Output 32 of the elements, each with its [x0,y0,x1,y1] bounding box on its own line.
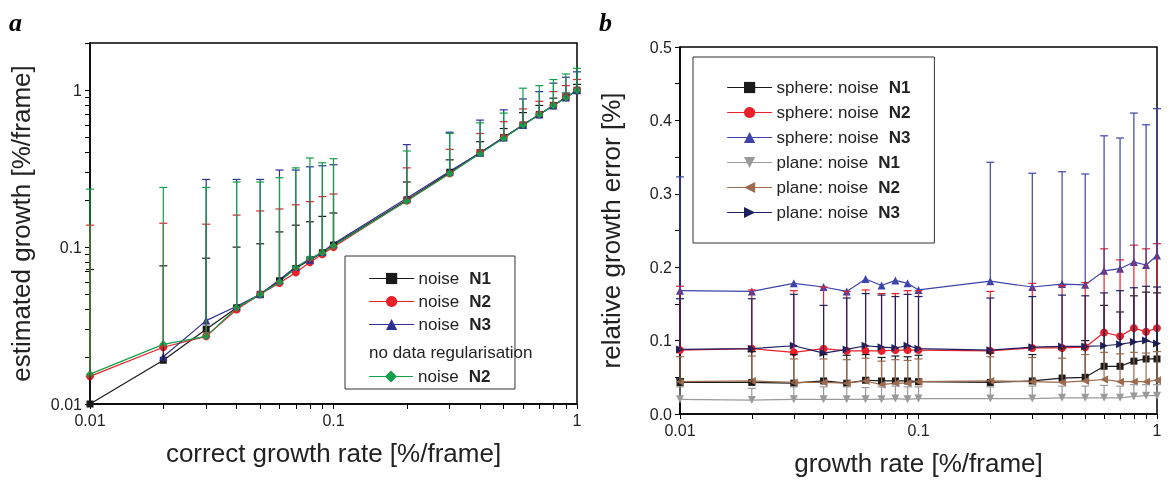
legend-label: sphere: noise N1 [776,78,911,97]
y-axis-title: relative growth error [%] [596,92,626,369]
y-tick-label: 0.1 [59,238,83,256]
legend-label: plane: noise N3 [776,203,901,222]
x-tick-label: 0.1 [907,421,930,439]
y-tick-label: 0.4 [649,111,673,129]
legend-label: noise N2 [418,367,491,386]
chart-title: b [599,7,612,37]
x-axis-title: growth rate [%/frame] [794,448,1043,478]
y-tick-label: 0.0 [649,405,673,423]
legend-label: noise N3 [418,315,491,334]
x-axis-title: correct growth rate [%/frame] [165,438,502,468]
y-tick-label: 0.01 [50,395,83,413]
x-tick-label: 1 [1152,421,1162,439]
y-tick-label: 0.2 [649,258,673,276]
y-tick-label: 0.3 [649,185,673,203]
y-tick-label: 0.1 [649,332,673,350]
y-tick-label: 0.5 [649,38,673,56]
legend-label: noise N2 [418,292,491,311]
legend-label: sphere: noise N2 [776,103,911,122]
y-tick-label: 1 [73,81,83,99]
y-axis-title: estimated growth [%/frame] [6,65,36,382]
chart-title: a [9,7,22,37]
legend-label: noise N1 [418,269,491,288]
x-tick-label: 0.1 [322,411,345,429]
legend-label: plane: noise N2 [776,178,901,197]
legend-title: no data regularisation [369,343,533,362]
x-tick-label: 0.01 [664,421,696,439]
legend-label: plane: noise N1 [776,153,901,172]
x-tick-label: 1 [572,411,582,429]
legend-label: sphere: noise N3 [776,128,911,147]
x-tick-label: 0.01 [74,411,106,429]
